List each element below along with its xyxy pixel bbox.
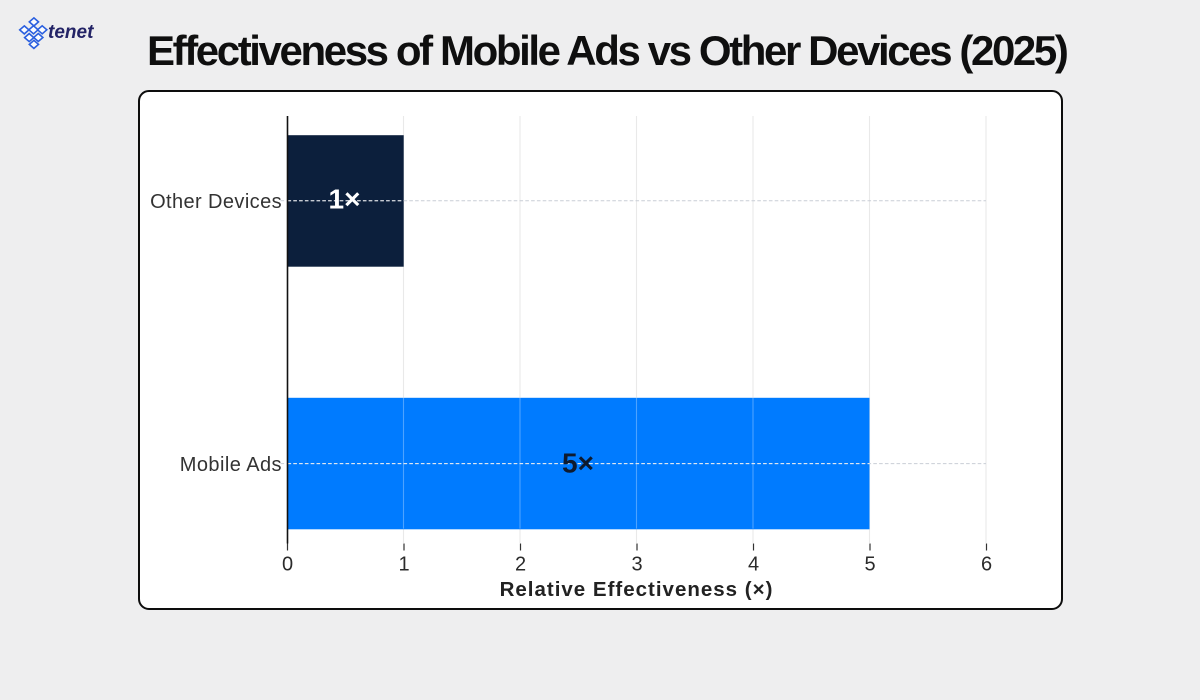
svg-text:5: 5 <box>864 553 875 575</box>
svg-text:1: 1 <box>398 553 409 575</box>
svg-text:Relative Effectiveness (×): Relative Effectiveness (×) <box>500 578 774 601</box>
svg-text:5×: 5× <box>562 448 594 479</box>
svg-text:6: 6 <box>981 553 992 575</box>
svg-text:4: 4 <box>748 553 759 575</box>
svg-text:2: 2 <box>515 553 526 575</box>
svg-text:Other Devices: Other Devices <box>150 191 282 213</box>
svg-text:1×: 1× <box>329 184 361 215</box>
svg-text:3: 3 <box>631 553 642 575</box>
svg-text:Mobile Ads: Mobile Ads <box>180 454 282 476</box>
svg-text:0: 0 <box>282 553 293 575</box>
